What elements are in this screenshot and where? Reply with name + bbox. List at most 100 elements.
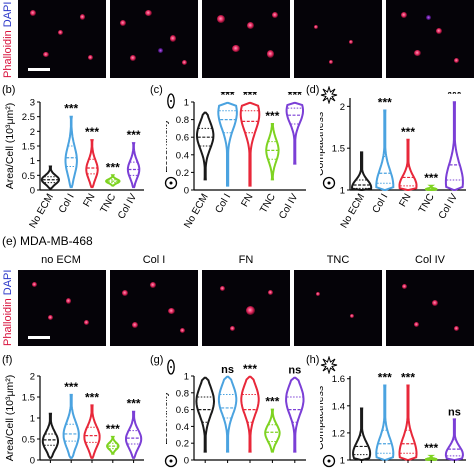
y-tick-label: 0.6 [176, 133, 189, 144]
panel-tag-h: (h) [306, 354, 320, 366]
violin-fn [240, 375, 260, 453]
violin-col-i [62, 393, 80, 459]
significance-label: *** [106, 422, 120, 436]
y-tick-label: 1 [184, 372, 189, 383]
x-tick-label-fn: FN [239, 192, 255, 209]
micrograph-e-tnc [294, 270, 382, 346]
y-tick-label: 0.4 [176, 150, 189, 161]
significance-label: *** [127, 128, 141, 142]
significance-label: *** [106, 160, 120, 174]
panel-tag-d: (d) [306, 84, 320, 96]
panel-tag-b: (b) [2, 84, 16, 96]
violin-col-iv [125, 410, 143, 459]
significance-label: *** [401, 370, 415, 384]
violin-no-ecm [40, 165, 61, 190]
elongated-ellipse-icon [167, 93, 175, 109]
x-tick-label-no-ecm: No ECM [339, 192, 367, 230]
y-tick-label: 0.8 [176, 115, 189, 126]
micrograph-e-col-i [110, 270, 198, 346]
significance-label: *** [424, 441, 438, 455]
y-axis-label: Area/Cell (10³μm²) [4, 103, 16, 190]
significance-label: *** [378, 370, 392, 384]
significance-label: *** [221, 92, 235, 102]
chart-area-per-cell-mda468: 0 0.5 1 1.5 2 Area/Cell (10³μm²) *** *** *** *** [4, 372, 144, 467]
y-tick-label: 0.6 [176, 405, 189, 416]
y-axis-label: Eccentricity [166, 118, 170, 172]
violin-fn [83, 404, 101, 459]
y-tick-label: 0.5 [22, 435, 35, 446]
y-tick-label: 0.8 [176, 388, 189, 399]
circle-dot-icon [164, 454, 178, 468]
violin-col-i [64, 115, 78, 189]
y-tick-label: 1.5 [22, 142, 35, 153]
stain-label-top: Phalloidin DAPI [2, 2, 14, 78]
condition-label-col-i: Col I [142, 254, 166, 266]
y-tick-label: 2.5 [22, 112, 35, 123]
scale-bar [28, 336, 50, 339]
x-tick-label-col-i: Col I [57, 192, 77, 215]
violin-col-iv [444, 101, 464, 191]
condition-label-col-iv: Col IV [415, 254, 445, 266]
violin-fn [239, 101, 261, 187]
scale-bar [28, 68, 50, 71]
significance-label: *** [64, 380, 78, 394]
significance-label: *** [127, 397, 141, 411]
y-tick-label: 0 [30, 186, 35, 197]
violin-fn [398, 384, 418, 461]
x-tick-label-col-iv: Col IV [116, 192, 139, 221]
phalloidin-label: Phalloidin [2, 298, 14, 346]
significance-label: *** [401, 125, 415, 139]
y-tick-label: 2 [340, 102, 345, 113]
x-tick-label-fn: FN [397, 192, 413, 209]
x-tick-label-col-i: Col I [213, 192, 233, 215]
section-e-title: (e) MDA-MB-468 [2, 234, 93, 248]
circle-dot-icon [322, 176, 336, 190]
x-tick-label-tnc: TNC [99, 192, 119, 215]
y-tick-label: 0.2 [176, 439, 189, 450]
violin-no-ecm [195, 376, 216, 453]
significance-label: *** [64, 102, 78, 116]
violin-col-i [217, 375, 238, 453]
section-e-tag: (e) [2, 234, 17, 248]
spiky-star-icon [320, 86, 338, 104]
stain-label-e: Phalloidin DAPI [2, 270, 14, 346]
significance-label: *** [265, 395, 279, 409]
circle-dot-icon [164, 176, 178, 190]
y-tick-label: 2 [30, 127, 35, 138]
chart-compactness-mda231: 1 1.5 2 Compactness No ECM *** Col I *** FN *** TN… [320, 92, 466, 230]
violin-no-ecm [352, 407, 372, 461]
x-tick-label-no-ecm: No ECM [28, 192, 56, 230]
x-tick-label-col-i: Col I [371, 192, 391, 215]
cell-line-label: MDA-MB-468 [20, 234, 93, 248]
y-tick-label: 0 [30, 456, 35, 467]
dapi-label: DAPI [2, 1, 14, 28]
chart-eccentricity-mda468: 0 0.2 0.4 0.6 0.8 1 Eccentricity ns *** *** ns [166, 362, 306, 467]
phalloidin-label: Phalloidin [2, 30, 14, 78]
y-tick-label: 0.5 [22, 171, 35, 182]
micrograph-e-col-iv [386, 270, 474, 346]
micrograph-e-no-ecm [18, 270, 106, 346]
condition-label-tnc: TNC [326, 254, 350, 266]
panel-tag-f: (f) [2, 354, 13, 366]
micrograph-top-fn [202, 0, 290, 78]
violin-col-iv [285, 376, 305, 453]
y-tick-label: 1.2 [332, 428, 345, 439]
x-tick-label-fn: FN [81, 192, 97, 209]
significance-label: *** [85, 390, 99, 404]
elongated-ellipse-icon [167, 359, 175, 375]
y-tick-label: 1 [30, 414, 35, 425]
spiky-star-icon [320, 356, 338, 374]
violin-tnc [264, 408, 281, 453]
micrograph-top-col-i [110, 0, 198, 78]
y-tick-label: 1.6 [332, 374, 345, 385]
y-tick-label: 1.5 [332, 144, 345, 155]
significance-label: ns [448, 406, 461, 418]
panel-tag-c: (c) [150, 84, 163, 96]
significance-label: *** [424, 171, 438, 185]
y-tick-label: 1 [340, 456, 345, 467]
violin-fn [398, 138, 418, 191]
x-tick-label-col-iv: Col IV [437, 192, 460, 221]
chart-compactness-mda468: 1 1.2 1.4 1.6 Compactness *** *** *** ns [320, 370, 466, 467]
chart-eccentricity-mda231: 0 0.2 0.4 0.6 0.8 1 Eccentricity No ECM *** Col I… [166, 92, 306, 230]
micrograph-top-tnc [294, 0, 382, 78]
